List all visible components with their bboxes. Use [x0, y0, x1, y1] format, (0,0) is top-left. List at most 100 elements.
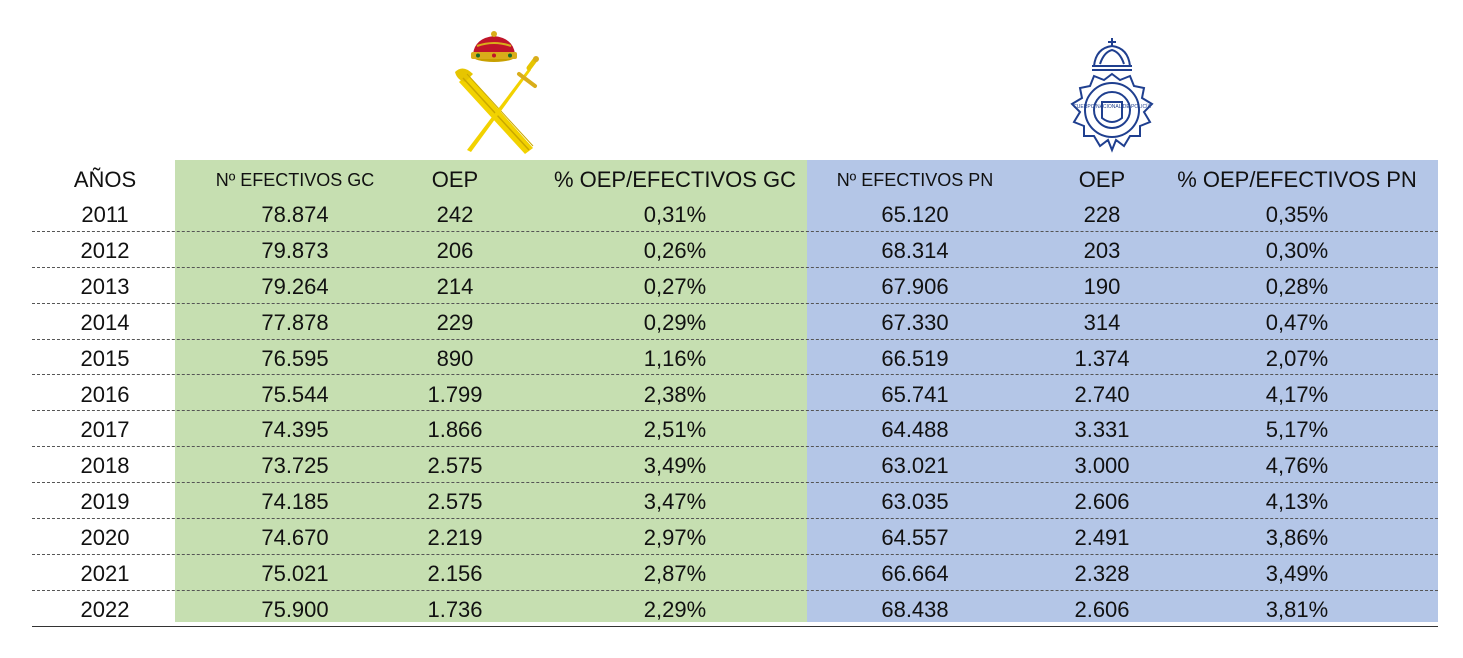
- table-header: AÑOS Nº EFECTIVOS GC OEP % OEP/EFECTIVOS…: [32, 160, 1438, 196]
- cell-year: 2021: [80, 561, 130, 586]
- cell-gc-oep: 1.866: [427, 417, 483, 443]
- cell-pn-pct: 0,30%: [1265, 237, 1329, 263]
- cell-gc-pct: 2,38%: [643, 381, 707, 407]
- cell-gc-oep: 2.575: [427, 453, 483, 479]
- cell-pn-efectivos: 68.438: [881, 596, 949, 622]
- cell-gc-efectivos: 74.670: [261, 525, 329, 551]
- cell-gc-pct: 2,87%: [643, 561, 707, 586]
- cell-pn-efectivos: 65.120: [881, 202, 949, 227]
- policia-nacional-emblem-icon: CUERPO NACIONAL DE POLICÍA: [1070, 38, 1154, 153]
- cell-gc-pct: 0,31%: [643, 202, 707, 227]
- header-pn-pct: % OEP/EFECTIVOS PN: [1177, 167, 1417, 192]
- cell-pn-oep: 314: [1083, 309, 1121, 335]
- cell-pn-efectivos: 63.021: [881, 453, 949, 479]
- table-row: 2013 79.264 214 0,27% 67.906 190 0,28%: [32, 268, 1438, 304]
- cell-gc-oep: 214: [436, 273, 474, 299]
- header-gc-oep: OEP: [431, 167, 479, 192]
- cell-pn-oep: 1.374: [1074, 345, 1130, 371]
- cell-pn-efectivos: 64.488: [881, 417, 949, 443]
- cell-year: 2016: [80, 381, 130, 407]
- cell-year: 2014: [80, 309, 130, 335]
- header-gc-efectivos: Nº EFECTIVOS GC: [215, 170, 375, 190]
- cell-gc-oep: 1.736: [427, 596, 483, 622]
- cell-gc-efectivos: 75.900: [261, 596, 329, 622]
- cell-year: 2012: [80, 237, 130, 263]
- cell-gc-pct: 0,26%: [643, 237, 707, 263]
- cell-gc-pct: 0,27%: [643, 273, 707, 299]
- table-row: 2019 74.185 2.575 3,47% 63.035 2.606 4,13%: [32, 483, 1438, 520]
- cell-pn-pct: 0,47%: [1265, 309, 1329, 335]
- cell-gc-pct: 2,97%: [643, 525, 707, 551]
- cell-year: 2011: [81, 202, 129, 227]
- cell-pn-pct: 2,07%: [1265, 345, 1329, 371]
- cell-gc-efectivos: 78.874: [261, 202, 329, 227]
- table-row: 2014 77.878 229 0,29% 67.330 314 0,47%: [32, 304, 1438, 340]
- table-row: 2021 75.021 2.156 2,87% 66.664 2.328 3,49%: [32, 555, 1438, 591]
- cell-gc-efectivos: 75.021: [261, 561, 329, 586]
- cell-year: 2018: [80, 453, 130, 479]
- cell-pn-oep: 3.000: [1074, 453, 1130, 479]
- cell-pn-efectivos: 63.035: [881, 489, 949, 515]
- cell-year: 2020: [80, 525, 130, 551]
- table-row: 2020 74.670 2.219 2,97% 64.557 2.491 3,86%: [32, 519, 1438, 555]
- cell-gc-efectivos: 75.544: [261, 381, 329, 407]
- cell-pn-pct: 5,17%: [1265, 417, 1329, 443]
- cell-pn-pct: 3,49%: [1265, 561, 1329, 586]
- cell-gc-pct: 1,16%: [643, 345, 707, 371]
- cell-gc-oep: 2.575: [427, 489, 483, 515]
- cell-gc-oep: 2.156: [427, 561, 483, 586]
- cell-gc-oep: 2.219: [427, 525, 483, 551]
- cell-gc-efectivos: 74.185: [261, 489, 329, 515]
- cell-gc-oep: 206: [436, 237, 474, 263]
- guardia-civil-emblem-icon: [455, 31, 539, 154]
- cell-pn-oep: 2.328: [1074, 561, 1130, 586]
- pn-logo-text: CUERPO NACIONAL DE POLICÍA: [1073, 103, 1151, 110]
- table-row: 2012 79.873 206 0,26% 68.314 203 0,30%: [32, 232, 1438, 268]
- cell-pn-oep: 2.606: [1074, 596, 1130, 622]
- cell-pn-oep: 203: [1083, 237, 1121, 263]
- header-years: AÑOS: [73, 167, 137, 192]
- cell-pn-pct: 3,86%: [1265, 525, 1329, 551]
- cell-year: 2015: [80, 345, 130, 371]
- cell-year: 2022: [80, 596, 130, 622]
- table-row: 2017 74.395 1.866 2,51% 64.488 3.331 5,17%: [32, 411, 1438, 448]
- cell-pn-oep: 2.740: [1074, 381, 1130, 407]
- table-row: 2015 76.595 890 1,16% 66.519 1.374 2,07%: [32, 340, 1438, 376]
- cell-gc-pct: 3,47%: [643, 489, 707, 515]
- header-pn-efectivos: Nº EFECTIVOS PN: [836, 170, 994, 190]
- cell-pn-pct: 4,17%: [1265, 381, 1329, 407]
- cell-gc-efectivos: 73.725: [261, 453, 329, 479]
- guardia-civil-column-band: [175, 160, 807, 622]
- cell-pn-efectivos: 64.557: [881, 525, 949, 551]
- cell-gc-pct: 2,51%: [643, 417, 707, 443]
- cell-pn-efectivos: 66.664: [881, 561, 949, 586]
- cell-gc-oep: 890: [436, 345, 474, 371]
- table-row: 2018 73.725 2.575 3,49% 63.021 3.000 4,76%: [32, 447, 1438, 484]
- cell-year: 2019: [80, 489, 130, 515]
- cell-gc-oep: 242: [436, 202, 474, 227]
- cell-gc-efectivos: 79.873: [261, 237, 329, 263]
- cell-gc-pct: 0,29%: [643, 309, 707, 335]
- cell-year: 2013: [80, 273, 130, 299]
- cell-gc-efectivos: 79.264: [261, 273, 329, 299]
- cell-gc-oep: 229: [436, 309, 474, 335]
- cell-pn-efectivos: 67.330: [881, 309, 949, 335]
- cell-gc-efectivos: 76.595: [261, 345, 329, 371]
- table-row: 2022 75.900 1.736 2,29% 68.438 2.606 3,81%: [32, 591, 1438, 627]
- table-row: 2011 78.874 242 0,31% 65.120 228 0,35%: [32, 196, 1438, 232]
- cell-pn-efectivos: 65.741: [881, 381, 949, 407]
- cell-pn-pct: 3,81%: [1265, 596, 1329, 622]
- cell-gc-efectivos: 74.395: [261, 417, 329, 443]
- cell-pn-efectivos: 68.314: [881, 237, 949, 263]
- cell-gc-pct: 2,29%: [643, 596, 707, 622]
- cell-pn-oep: 228: [1083, 202, 1121, 227]
- cell-gc-oep: 1.799: [427, 381, 483, 407]
- policia-nacional-column-band: [807, 160, 1438, 622]
- cell-pn-pct: 0,28%: [1265, 273, 1329, 299]
- cell-pn-pct: 0,35%: [1265, 202, 1329, 227]
- cell-gc-efectivos: 77.878: [261, 309, 329, 335]
- cell-year: 2017: [80, 417, 130, 443]
- cell-pn-oep: 2.491: [1074, 525, 1130, 551]
- header-gc-pct: % OEP/EFECTIVOS GC: [553, 167, 797, 192]
- cell-pn-efectivos: 67.906: [881, 273, 949, 299]
